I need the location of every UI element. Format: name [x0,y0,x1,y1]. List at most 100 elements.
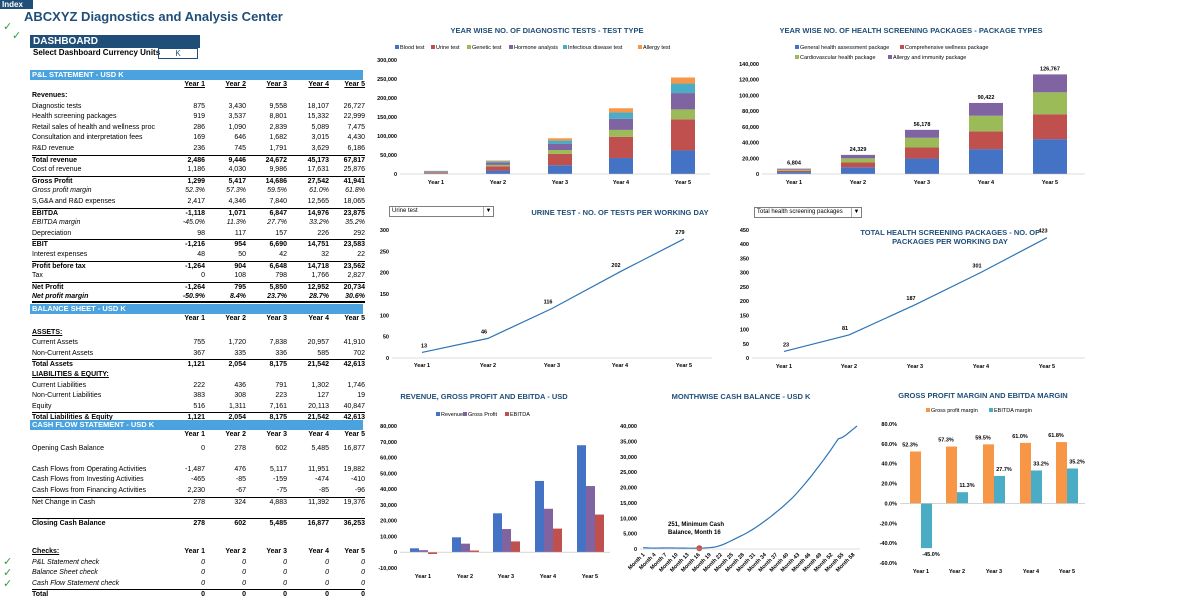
bar [905,137,939,148]
y-tick-label: 50,000 [380,471,397,477]
row-value: 0 [361,579,365,587]
chart-title: PACKAGES PER WORKING DAY [892,237,1008,246]
table-row: Net Profit -1,264 795 5,850 12,952 20,734 [32,281,365,293]
row-value: 875 [193,102,205,110]
table-row: Tax 0 108 798 1,766 2,827 [32,271,365,282]
y-tick-label: 60,000 [742,125,759,131]
row-value: 954 [234,241,246,249]
row-value: 1,299 [187,177,205,185]
row-value: 367 [193,349,205,357]
y-tick-label: 0 [634,547,637,553]
urine-test-dropdown[interactable]: Urine test ▼ [389,206,494,217]
year-header: Year 1 [184,81,205,88]
cf-section-header: CASH FLOW STATEMENT - USD K [30,420,363,430]
y-tick-label: 100 [380,313,389,319]
row-label: LIABILITIES & EQUITY: [32,371,109,378]
row-value: 3,537 [228,113,246,121]
row-label: P&L Statement check [32,558,100,566]
y-tick-label: 10,000 [380,534,397,540]
row-value: 9,446 [228,156,246,164]
bar [424,172,448,174]
x-tick-label: Year 5 [1059,569,1075,575]
table-row: Consultation and interpretation fees 169 6… [32,133,365,144]
index-tab[interactable]: Index [0,0,33,9]
bar [841,154,875,159]
row-label: S,G&A and R&D expenses [32,198,116,205]
y-tick-label: 100,000 [739,93,759,99]
row-value: 5,117 [270,465,287,473]
row-value: 11.3% [226,219,246,227]
row-value: 8.4% [230,293,246,301]
legend-swatch [463,412,467,416]
y-tick-label: 150 [380,292,389,298]
row-value: 602 [234,519,246,527]
x-tick-label: Year 4 [1023,569,1040,575]
bar [595,514,604,553]
x-tick-label: Year 3 [914,180,930,186]
currency-label: Select Dashboard Currency Units [33,48,161,57]
series-line [783,237,1048,353]
row-value: -465 [190,476,205,484]
row-value: -45.0% [182,219,205,227]
row-value: 19 [357,392,365,400]
page-title: ABCXYZ Diagnostics and Analysis Center [24,9,283,24]
y-tick-label: 25,000 [620,470,637,476]
row-value: 0 [201,569,205,577]
row-value: 14,686 [265,177,287,185]
bar [577,445,586,553]
bar [609,108,633,113]
row-value: -474 [314,476,329,484]
table-row: P&L Statement check 0 0 0 0 0 [32,558,365,569]
row-value: 0 [242,579,246,587]
row-value: 4,883 [269,498,287,506]
row-value: -159 [272,476,287,484]
row-value: -67 [235,487,246,494]
data-label: 126,767 [1040,66,1060,72]
currency-units-input[interactable]: K [158,48,198,59]
y-tick-label: 0 [746,356,749,362]
row-value: 15,332 [307,113,329,121]
chevron-down-icon[interactable]: ▼ [483,207,493,216]
table-row: ASSETS: [32,328,365,339]
table-row: Year 1 Year 2 Year 3 Year 4 Year 5 [32,80,365,91]
bar [1033,92,1067,115]
bar [905,129,939,138]
x-tick-label: Year 3 [907,364,923,370]
data-label: 423 [1038,229,1047,235]
row-value: Year 1 [184,431,205,438]
x-tick-label: Year 4 [613,180,630,186]
row-value: 7,475 [347,123,365,131]
row-value: Year 1 [184,548,205,555]
data-label: 6,804 [787,161,802,167]
bar [486,160,510,162]
chevron-down-icon[interactable]: ▼ [851,208,861,217]
table-row: Current Assets 755 1,720 7,838 20,957 41,910 [32,338,365,349]
row-value: 1,311 [229,402,246,410]
row-value: 4,430 [347,134,365,142]
y-tick-label: 200 [380,271,389,277]
row-value: 755 [193,339,205,347]
row-label: Cost of revenue [32,166,82,174]
y-tick-label: 60,000 [380,456,397,462]
chart-title: TOTAL HEALTH SCREENING PACKAGES - NO. OF [860,228,1040,237]
package-dropdown[interactable]: Total health screening packages ▼ [754,207,862,218]
bar [424,171,448,172]
table-row: Gross profit margin 52.3% 57.3% 59.5% 61.0% 6… [32,186,365,197]
row-value: 157 [275,229,287,237]
row-value: 20,113 [308,402,329,410]
row-value: 6,186 [347,145,365,152]
row-label: Cash Flows from Financing Activities [32,487,146,494]
bar [548,165,572,174]
legend-entry: Hormone analysis [514,45,558,51]
legend-swatch [926,408,930,412]
row-value: 21,542 [307,414,329,422]
row-value: 67,817 [343,156,365,164]
row-value: 22,999 [343,113,365,121]
bar [1020,442,1031,504]
row-value: 59.5% [267,187,287,195]
year-header: Year 4 [308,81,329,88]
bar [609,129,633,137]
row-value: 1,682 [269,134,287,142]
row-value: 0 [361,591,365,599]
row-value: 7,840 [269,198,287,205]
